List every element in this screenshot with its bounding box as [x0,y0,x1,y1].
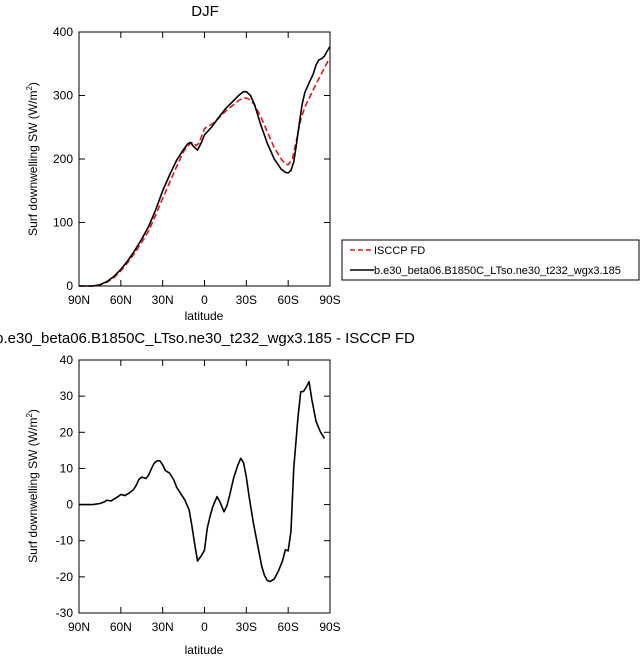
top-x-tick-label: 30N [152,293,174,307]
bottom-y-tick-label: 40 [60,353,74,367]
top-x-tick-label: 90S [319,293,340,307]
top-x-tick-label: 0 [201,293,208,307]
top-y-ticks: 0 100 200 300 400 [53,25,330,293]
top-plot-frame [78,31,331,287]
top-y-tick-label: 400 [53,25,73,39]
bottom-y-tick-label: -20 [56,570,74,584]
top-y-tick-label: 200 [53,152,73,166]
bottom-x-tick-label: 30S [236,620,257,634]
bottom-y-tick-label: 0 [66,498,73,512]
top-x-axis-label: latitude [185,309,224,323]
top-series-lines [79,46,331,287]
bottom-series-line-0 [79,380,326,583]
legend-label-isccp: ISCCP FD [374,245,425,257]
bottom-x-tick-label: 60N [110,620,132,634]
bottom-y-axis-label: Surf downwelling SW (W/m2) [25,409,40,563]
legend: ISCCP FD b.e30_beta06.B1850C_LTso.ne30_t… [341,239,640,281]
bottom-chart-title: b.e30_beta06.B1850C_LTso.ne30_t232_wgx3.… [0,330,415,347]
bottom-y-tick-label: -30 [56,606,74,620]
top-x-tick-label: 60S [277,293,298,307]
top-y-tick-label: 300 [53,89,73,103]
bottom-y-ticks: -30 -20 -10 0 10 20 30 40 [56,353,330,620]
top-series-line-1 [79,46,331,287]
bottom-series-lines [79,380,326,583]
bottom-y-tick-label: 20 [60,425,74,439]
top-chart: DJF 0 100 200 300 400 90N 60N 30N 0 30S 60S 90S la… [25,3,640,323]
top-chart-title: DJF [191,3,219,20]
bottom-x-tick-label: 90N [68,620,90,634]
legend-label-model: b.e30_beta06.B1850C_LTso.ne30_t232_wgx3.… [374,265,621,277]
bottom-y-tick-label: -10 [56,534,74,548]
top-x-tick-label: 30S [236,293,257,307]
top-y-tick-label: 0 [66,279,73,293]
bottom-x-ticks: 90N 60N 30N 0 30S 60S 90S [68,360,341,634]
top-y-axis-label: Surf downwelling SW (W/m2) [25,82,40,236]
top-y-tick-label: 100 [53,216,73,230]
bottom-x-tick-label: 0 [201,620,208,634]
bottom-x-tick-label: 60S [277,620,298,634]
top-x-tick-label: 90N [68,293,90,307]
legend-box [341,239,640,281]
bottom-x-tick-label: 30N [152,620,174,634]
bottom-y-tick-label: 30 [60,389,74,403]
top-series-line-0 [79,57,331,287]
top-x-tick-label: 60N [110,293,132,307]
bottom-chart: b.e30_beta06.B1850C_LTso.ne30_t232_wgx3.… [0,330,415,657]
bottom-x-tick-label: 90S [319,620,340,634]
top-x-ticks: 90N 60N 30N 0 30S 60S 90S [68,32,341,307]
bottom-y-tick-label: 10 [60,461,74,475]
bottom-x-axis-label: latitude [185,643,224,657]
